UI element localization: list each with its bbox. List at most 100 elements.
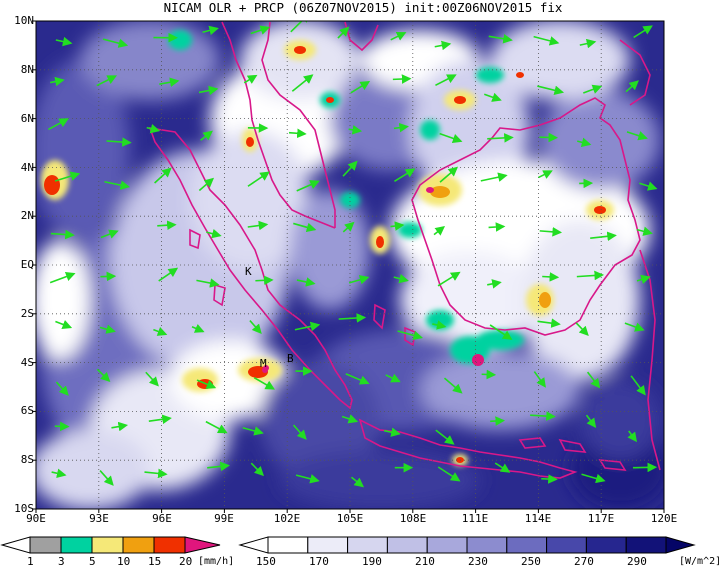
wind-arrow <box>633 25 653 39</box>
olr-colorbar-label: 150 <box>256 555 276 568</box>
olr-colorbar-high-arrow <box>665 536 696 554</box>
olr-colorbar-bin <box>426 536 468 554</box>
wind-arrow <box>342 160 358 177</box>
wind-arrow <box>533 371 546 388</box>
wind-arrow <box>539 227 563 237</box>
wind-arrow <box>291 74 314 92</box>
wind-arrow <box>293 222 317 232</box>
wind-arrow <box>207 461 230 472</box>
wind-arrow <box>104 180 131 190</box>
wind-arrow <box>99 324 116 334</box>
olr-colorbar-bin <box>585 536 627 554</box>
wind-arrow <box>102 38 129 48</box>
wind-arrow <box>435 74 457 87</box>
wind-arrow <box>249 320 262 334</box>
precip-colorbar-low-arrow <box>0 536 31 554</box>
lon-label: 96E <box>152 512 172 525</box>
wind-arrow <box>200 130 213 141</box>
olr-colorbar-label: 230 <box>468 555 488 568</box>
wind-arrow <box>533 35 560 46</box>
precip-colorbar-label: 1 <box>27 555 34 568</box>
wind-vectors <box>48 21 658 488</box>
wind-arrow <box>348 125 363 135</box>
wind-arrow <box>577 137 592 147</box>
lat-label: 2S <box>20 307 34 320</box>
wind-arrow <box>337 26 350 39</box>
wind-arrow <box>390 32 407 41</box>
olr-colorbar-bin <box>347 536 388 554</box>
wind-arrow <box>345 373 370 385</box>
axis-ticks <box>32 20 665 513</box>
precip-colorbar-bin <box>29 536 62 554</box>
wind-arrow <box>111 421 129 432</box>
wind-arrow <box>294 321 321 332</box>
lat-label: 4N <box>20 161 34 174</box>
wind-arrow <box>295 474 320 484</box>
wind-arrow <box>198 85 219 96</box>
wind-arrow <box>154 167 172 184</box>
wind-arrow <box>488 33 513 44</box>
wind-arrow <box>191 323 205 333</box>
wind-arrow <box>196 278 220 288</box>
wind-arrow <box>350 476 365 488</box>
wind-arrow <box>394 168 416 182</box>
wind-arrow <box>385 373 401 383</box>
olr-colorbar-low-arrow <box>238 536 269 554</box>
wind-arrow <box>100 229 119 239</box>
precip-colorbar-bin <box>91 536 124 554</box>
wind-arrow <box>432 320 447 330</box>
wind-arrow <box>490 416 506 426</box>
lon-label: 93E <box>89 512 109 525</box>
wind-arrow <box>639 181 658 191</box>
olr-colorbar-label: 210 <box>415 555 435 568</box>
olr-unit-label: [W/m^2] <box>679 556 722 567</box>
wind-arrow <box>206 228 222 239</box>
wind-arrow <box>487 279 502 289</box>
map-title: NICAM OLR + PRCP (06Z07NOV2015) init:00Z… <box>163 0 563 15</box>
lat-label: 6S <box>20 404 34 417</box>
wind-arrow <box>350 81 371 94</box>
wind-arrow <box>48 118 69 131</box>
wind-arrow <box>54 171 81 182</box>
wind-arrow <box>625 80 639 93</box>
wind-arrow <box>338 313 367 323</box>
wind-arrow <box>255 275 274 286</box>
station-marker-b: B <box>287 352 294 365</box>
wind-arrow <box>575 322 589 336</box>
precip-colorbar <box>0 536 221 554</box>
precip-colorbar-label: 10 <box>117 555 131 568</box>
wind-arrow <box>393 273 409 284</box>
wind-arrow <box>541 474 558 484</box>
wind-arrow <box>198 177 215 192</box>
lon-label: 111E <box>461 512 489 525</box>
wind-arrow <box>159 77 180 88</box>
olr-colorbar-bin <box>386 536 428 554</box>
wind-arrow <box>494 462 511 473</box>
wind-arrow <box>586 371 601 389</box>
lon-label: 120E <box>650 512 678 525</box>
station-marker-k: K <box>245 265 252 278</box>
wind-arrow <box>537 318 561 328</box>
lat-label: 6N <box>20 112 34 125</box>
olr-colorbar-bin <box>546 536 587 554</box>
wind-arrow <box>296 277 316 287</box>
wind-arrow <box>51 468 67 478</box>
wind-arrow <box>99 470 114 486</box>
wind-arrow <box>146 124 161 134</box>
wind-arrow <box>397 330 424 341</box>
wind-arrow <box>542 272 560 282</box>
wind-arrow <box>437 466 461 482</box>
wind-arrow <box>583 84 603 94</box>
station-dot-m <box>263 365 269 371</box>
wind-arrow <box>341 414 359 424</box>
station-marker-m: M <box>260 357 267 370</box>
wind-arrow <box>202 25 219 36</box>
wind-arrow <box>393 122 409 133</box>
olr-colorbar-bin <box>267 536 309 554</box>
lon-label: 114E <box>524 512 552 525</box>
wind-arrow <box>153 326 168 336</box>
wind-arrow <box>390 221 405 231</box>
wind-arrow <box>157 220 177 231</box>
precip-colorbar-bin <box>153 536 186 554</box>
